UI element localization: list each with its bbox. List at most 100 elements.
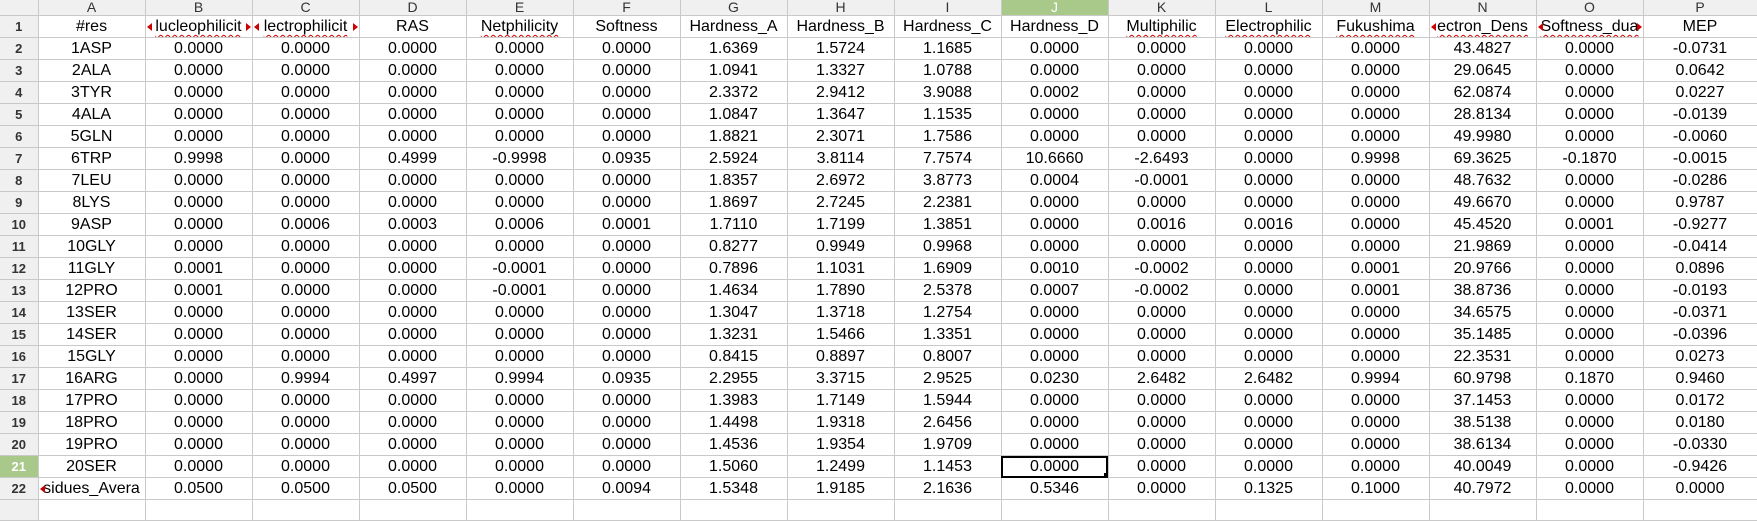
row-label-cell[interactable]: 10GLY (38, 235, 146, 258)
data-cell[interactable]: 0.9998 (145, 147, 253, 170)
data-cell[interactable]: 0.9994 (466, 367, 574, 390)
data-cell[interactable]: 0.0006 (252, 213, 360, 236)
header-cell[interactable]: Hardness_A (680, 15, 788, 38)
data-cell[interactable]: 0.0000 (1215, 59, 1323, 82)
data-cell[interactable]: 0.0000 (359, 103, 467, 126)
data-cell[interactable]: 1.1685 (894, 37, 1002, 60)
empty-cell[interactable] (1108, 499, 1216, 521)
data-cell[interactable]: 0.0000 (573, 191, 681, 214)
row-label-cell[interactable]: 1ASP (38, 37, 146, 60)
data-cell[interactable]: 0.0000 (145, 367, 253, 390)
data-cell[interactable]: 62.0874 (1429, 81, 1537, 104)
data-cell[interactable]: -2.6493 (1108, 147, 1216, 170)
data-cell[interactable]: 1.3851 (894, 213, 1002, 236)
data-cell[interactable]: 0.0000 (1001, 235, 1109, 258)
data-cell[interactable]: 0.0000 (1108, 389, 1216, 412)
data-cell[interactable]: 0.0000 (359, 169, 467, 192)
data-cell[interactable]: 38.8736 (1429, 279, 1537, 302)
data-cell[interactable]: 0.0000 (1108, 59, 1216, 82)
data-cell[interactable]: 0.0000 (466, 37, 574, 60)
row-label-cell[interactable]: 11GLY (38, 257, 146, 280)
data-cell[interactable]: 1.1535 (894, 103, 1002, 126)
data-cell[interactable]: 0.0000 (1001, 191, 1109, 214)
data-cell[interactable]: 0.0000 (359, 345, 467, 368)
data-cell[interactable]: 1.5060 (680, 455, 788, 478)
data-cell[interactable]: 0.0935 (573, 367, 681, 390)
row-label-cell[interactable]: 14SER (38, 323, 146, 346)
empty-cell[interactable] (1643, 499, 1757, 521)
data-cell[interactable]: 0.0000 (573, 103, 681, 126)
row-header[interactable]: 12 (0, 257, 39, 280)
data-cell[interactable]: 0.0000 (1322, 169, 1430, 192)
data-cell[interactable]: 0.0000 (1215, 125, 1323, 148)
data-cell[interactable]: 0.0000 (145, 433, 253, 456)
data-cell[interactable]: 0.4997 (359, 367, 467, 390)
data-cell[interactable]: -0.1870 (1536, 147, 1644, 170)
column-header-i[interactable]: I (894, 0, 1002, 16)
data-cell[interactable]: 1.8357 (680, 169, 788, 192)
data-cell[interactable]: 2.5924 (680, 147, 788, 170)
row-label-cell[interactable]: 8LYS (38, 191, 146, 214)
column-header-c[interactable]: C (252, 0, 360, 16)
row-header[interactable] (0, 499, 39, 521)
data-cell[interactable]: 1.5466 (787, 323, 895, 346)
data-cell[interactable]: 0.0000 (145, 389, 253, 412)
data-cell[interactable]: 3.8773 (894, 169, 1002, 192)
data-cell[interactable]: 3.8114 (787, 147, 895, 170)
data-cell[interactable]: -0.0414 (1643, 235, 1757, 258)
row-label-cell[interactable]: 18PRO (38, 411, 146, 434)
column-header-k[interactable]: K (1108, 0, 1216, 16)
data-cell[interactable]: 1.9709 (894, 433, 1002, 456)
data-cell[interactable]: 0.0000 (573, 433, 681, 456)
data-cell[interactable]: 37.1453 (1429, 389, 1537, 412)
data-cell[interactable]: 1.9318 (787, 411, 895, 434)
data-cell[interactable]: -0.0371 (1643, 301, 1757, 324)
data-cell[interactable]: 0.0000 (145, 191, 253, 214)
data-cell[interactable]: 0.9787 (1643, 191, 1757, 214)
row-header[interactable]: 18 (0, 389, 39, 412)
data-cell[interactable]: 0.0227 (1643, 81, 1757, 104)
data-cell[interactable]: 1.4634 (680, 279, 788, 302)
data-cell[interactable]: 0.0000 (573, 37, 681, 60)
data-cell[interactable]: 0.0000 (252, 279, 360, 302)
data-cell[interactable]: 0.0000 (573, 59, 681, 82)
data-cell[interactable]: 0.0016 (1108, 213, 1216, 236)
data-cell[interactable]: 0.0000 (359, 279, 467, 302)
data-cell[interactable]: 0.0000 (466, 169, 574, 192)
data-cell[interactable]: 0.7896 (680, 257, 788, 280)
data-cell[interactable]: 1.3231 (680, 323, 788, 346)
data-cell[interactable]: 2.5378 (894, 279, 1002, 302)
row-header[interactable]: 20 (0, 433, 39, 456)
header-cell[interactable]: lectrophilicit (252, 15, 360, 38)
row-label-cell[interactable]: 12PRO (38, 279, 146, 302)
data-cell[interactable]: 0.0000 (1108, 37, 1216, 60)
data-cell[interactable]: 0.0500 (252, 477, 360, 500)
row-header[interactable]: 11 (0, 235, 39, 258)
data-cell[interactable]: 0.0000 (1108, 477, 1216, 500)
data-cell[interactable]: 2.3071 (787, 125, 895, 148)
data-cell[interactable]: 0.0000 (359, 257, 467, 280)
data-cell[interactable]: 28.8134 (1429, 103, 1537, 126)
data-cell[interactable]: 0.9994 (1322, 367, 1430, 390)
empty-cell[interactable] (680, 499, 788, 521)
data-cell[interactable]: 38.5138 (1429, 411, 1537, 434)
data-cell[interactable]: 0.0001 (145, 279, 253, 302)
data-cell[interactable]: 0.0000 (145, 37, 253, 60)
row-header[interactable]: 19 (0, 411, 39, 434)
data-cell[interactable]: 0.0000 (1536, 81, 1644, 104)
data-cell[interactable]: 0.0000 (1108, 125, 1216, 148)
data-cell[interactable]: 0.0000 (1215, 301, 1323, 324)
data-cell[interactable]: 0.0000 (1001, 345, 1109, 368)
data-cell[interactable]: -0.0286 (1643, 169, 1757, 192)
data-cell[interactable]: 2.9412 (787, 81, 895, 104)
data-cell[interactable]: -0.0001 (466, 279, 574, 302)
data-cell[interactable]: 0.9998 (1322, 147, 1430, 170)
data-cell[interactable]: -0.9998 (466, 147, 574, 170)
data-cell[interactable]: 0.0000 (1001, 433, 1109, 456)
empty-cell[interactable] (1215, 499, 1323, 521)
data-cell[interactable]: 1.4498 (680, 411, 788, 434)
data-cell[interactable]: 1.2499 (787, 455, 895, 478)
data-cell[interactable]: 0.0000 (359, 59, 467, 82)
data-cell[interactable]: 0.0000 (252, 59, 360, 82)
data-cell[interactable]: -0.0731 (1643, 37, 1757, 60)
